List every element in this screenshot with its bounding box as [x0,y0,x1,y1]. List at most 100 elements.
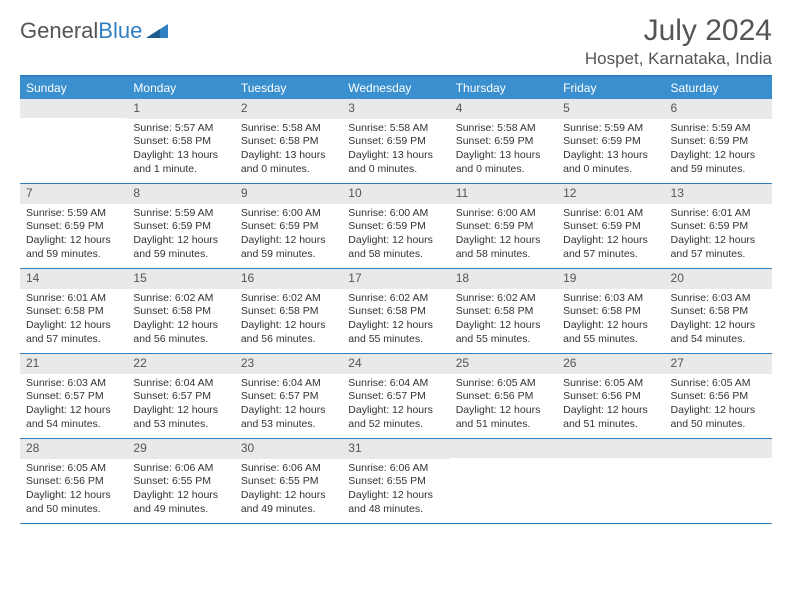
logo-part2: Blue [98,18,142,43]
cell-body: Sunrise: 6:02 AMSunset: 6:58 PMDaylight:… [235,289,342,351]
day-number: 5 [557,99,664,119]
calendar-cell: 26Sunrise: 6:05 AMSunset: 6:56 PMDayligh… [557,354,664,438]
day-number: 20 [665,269,772,289]
sunrise-line: Sunrise: 5:59 AM [26,207,121,221]
calendar-cell: 11Sunrise: 6:00 AMSunset: 6:59 PMDayligh… [450,184,557,268]
sunset-line: Sunset: 6:59 PM [563,220,658,234]
daylight-line: Daylight: 12 hours and 50 minutes. [26,489,121,516]
sunset-line: Sunset: 6:58 PM [348,305,443,319]
logo-text: GeneralBlue [20,18,142,44]
cell-body: Sunrise: 6:06 AMSunset: 6:55 PMDaylight:… [342,459,449,521]
calendar-cell [20,99,127,183]
cell-body: Sunrise: 6:02 AMSunset: 6:58 PMDaylight:… [450,289,557,351]
day-number: 13 [665,184,772,204]
day-number [557,439,664,458]
sunset-line: Sunset: 6:59 PM [26,220,121,234]
daylight-line: Daylight: 13 hours and 0 minutes. [348,149,443,176]
sunrise-line: Sunrise: 6:00 AM [456,207,551,221]
calendar-week: 14Sunrise: 6:01 AMSunset: 6:58 PMDayligh… [20,269,772,354]
sunset-line: Sunset: 6:56 PM [26,475,121,489]
triangle-icon [146,20,168,43]
calendar-cell: 1Sunrise: 5:57 AMSunset: 6:58 PMDaylight… [127,99,234,183]
day-number [450,439,557,458]
day-number [20,99,127,118]
calendar-cell [665,439,772,523]
sunrise-line: Sunrise: 5:59 AM [133,207,228,221]
sunset-line: Sunset: 6:58 PM [456,305,551,319]
calendar-week: 7Sunrise: 5:59 AMSunset: 6:59 PMDaylight… [20,184,772,269]
calendar-cell: 5Sunrise: 5:59 AMSunset: 6:59 PMDaylight… [557,99,664,183]
calendar-cell: 27Sunrise: 6:05 AMSunset: 6:56 PMDayligh… [665,354,772,438]
day-number: 14 [20,269,127,289]
sunset-line: Sunset: 6:58 PM [26,305,121,319]
daylight-line: Daylight: 12 hours and 59 minutes. [241,234,336,261]
sunrise-line: Sunrise: 6:00 AM [348,207,443,221]
daylight-line: Daylight: 12 hours and 48 minutes. [348,489,443,516]
month-title: July 2024 [585,14,772,47]
day-number: 27 [665,354,772,374]
calendar-cell: 4Sunrise: 5:58 AMSunset: 6:59 PMDaylight… [450,99,557,183]
day-number: 1 [127,99,234,119]
day-number: 30 [235,439,342,459]
calendar-cell: 20Sunrise: 6:03 AMSunset: 6:58 PMDayligh… [665,269,772,353]
daylight-line: Daylight: 12 hours and 57 minutes. [671,234,766,261]
sunrise-line: Sunrise: 5:58 AM [241,122,336,136]
day-of-week-header: Thursday [450,77,557,99]
daylight-line: Daylight: 12 hours and 59 minutes. [133,234,228,261]
cell-body: Sunrise: 6:01 AMSunset: 6:58 PMDaylight:… [20,289,127,351]
day-number: 8 [127,184,234,204]
cell-body: Sunrise: 6:04 AMSunset: 6:57 PMDaylight:… [235,374,342,436]
calendar-cell: 3Sunrise: 5:58 AMSunset: 6:59 PMDaylight… [342,99,449,183]
daylight-line: Daylight: 12 hours and 57 minutes. [26,319,121,346]
day-number: 18 [450,269,557,289]
daylight-line: Daylight: 12 hours and 55 minutes. [563,319,658,346]
sunrise-line: Sunrise: 6:02 AM [241,292,336,306]
sunrise-line: Sunrise: 6:06 AM [348,462,443,476]
calendar-cell: 8Sunrise: 5:59 AMSunset: 6:59 PMDaylight… [127,184,234,268]
calendar-cell: 29Sunrise: 6:06 AMSunset: 6:55 PMDayligh… [127,439,234,523]
sunrise-line: Sunrise: 6:01 AM [563,207,658,221]
sunset-line: Sunset: 6:57 PM [348,390,443,404]
day-number: 3 [342,99,449,119]
cell-body: Sunrise: 5:59 AMSunset: 6:59 PMDaylight:… [20,204,127,266]
location: Hospet, Karnataka, India [585,49,772,69]
calendar-cell: 9Sunrise: 6:00 AMSunset: 6:59 PMDaylight… [235,184,342,268]
daylight-line: Daylight: 13 hours and 1 minute. [133,149,228,176]
sunset-line: Sunset: 6:56 PM [563,390,658,404]
day-of-week-header: Tuesday [235,77,342,99]
day-number: 26 [557,354,664,374]
calendar-cell: 6Sunrise: 5:59 AMSunset: 6:59 PMDaylight… [665,99,772,183]
daylight-line: Daylight: 12 hours and 52 minutes. [348,404,443,431]
day-number: 12 [557,184,664,204]
title-block: July 2024 Hospet, Karnataka, India [585,14,772,69]
calendar-cell: 23Sunrise: 6:04 AMSunset: 6:57 PMDayligh… [235,354,342,438]
day-of-week-header: Saturday [665,77,772,99]
calendar-cell: 12Sunrise: 6:01 AMSunset: 6:59 PMDayligh… [557,184,664,268]
logo: GeneralBlue [20,18,168,44]
calendar-cell: 22Sunrise: 6:04 AMSunset: 6:57 PMDayligh… [127,354,234,438]
sunset-line: Sunset: 6:59 PM [671,220,766,234]
day-number: 23 [235,354,342,374]
daylight-line: Daylight: 12 hours and 53 minutes. [241,404,336,431]
sunset-line: Sunset: 6:58 PM [241,305,336,319]
sunrise-line: Sunrise: 6:02 AM [348,292,443,306]
sunrise-line: Sunrise: 5:58 AM [456,122,551,136]
daylight-line: Daylight: 12 hours and 49 minutes. [133,489,228,516]
sunrise-line: Sunrise: 6:02 AM [456,292,551,306]
cell-body: Sunrise: 6:01 AMSunset: 6:59 PMDaylight:… [557,204,664,266]
calendar-cell: 18Sunrise: 6:02 AMSunset: 6:58 PMDayligh… [450,269,557,353]
day-number: 11 [450,184,557,204]
day-of-week-row: SundayMondayTuesdayWednesdayThursdayFrid… [20,77,772,99]
sunrise-line: Sunrise: 6:03 AM [26,377,121,391]
cell-body: Sunrise: 5:59 AMSunset: 6:59 PMDaylight:… [665,119,772,181]
daylight-line: Daylight: 12 hours and 55 minutes. [348,319,443,346]
cell-body: Sunrise: 6:00 AMSunset: 6:59 PMDaylight:… [235,204,342,266]
cell-body: Sunrise: 6:01 AMSunset: 6:59 PMDaylight:… [665,204,772,266]
sunrise-line: Sunrise: 5:58 AM [348,122,443,136]
cell-body: Sunrise: 5:58 AMSunset: 6:58 PMDaylight:… [235,119,342,181]
sunset-line: Sunset: 6:56 PM [456,390,551,404]
daylight-line: Daylight: 12 hours and 59 minutes. [26,234,121,261]
sunset-line: Sunset: 6:58 PM [133,135,228,149]
day-number: 17 [342,269,449,289]
sunset-line: Sunset: 6:59 PM [456,135,551,149]
